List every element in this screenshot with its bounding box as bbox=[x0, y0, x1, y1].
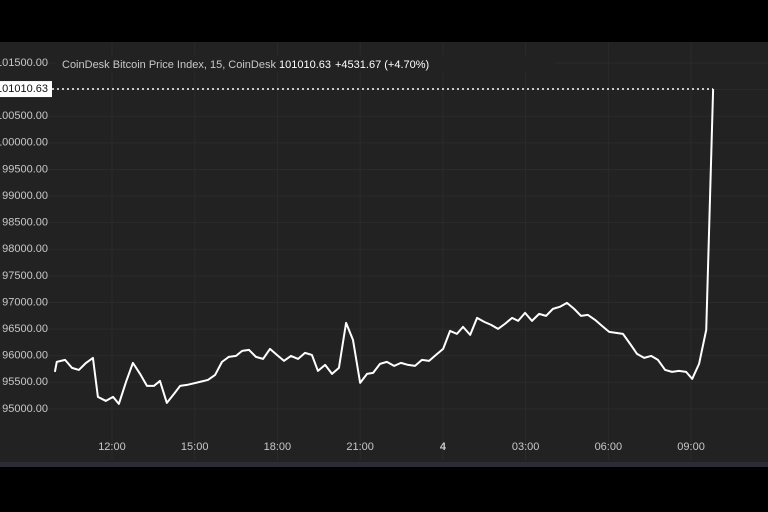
y-tick-label: 95000.00 bbox=[2, 403, 48, 415]
y-tick-label: 100000.00 bbox=[0, 137, 48, 149]
last-price-label: 101010.63 bbox=[0, 83, 48, 95]
price-line bbox=[53, 89, 715, 405]
x-tick-label: 15:00 bbox=[181, 441, 209, 453]
y-tick-label: 95500.00 bbox=[2, 376, 48, 388]
x-tick-label: 21:00 bbox=[346, 441, 374, 453]
header-background bbox=[55, 56, 555, 72]
x-tick-label: 09:00 bbox=[677, 441, 705, 453]
plot bbox=[52, 88, 715, 405]
axis-strip bbox=[0, 462, 768, 467]
y-tick-label: 96000.00 bbox=[2, 350, 48, 362]
x-tick-label: 03:00 bbox=[512, 441, 540, 453]
x-tick-label: 12:00 bbox=[98, 441, 126, 453]
header-price: 101010.63 bbox=[279, 59, 331, 71]
y-tick-label: 97000.00 bbox=[2, 296, 48, 308]
y-tick-label: 97500.00 bbox=[2, 270, 48, 282]
chart-title: CoinDesk Bitcoin Price Index, 15, CoinDe… bbox=[62, 59, 276, 71]
x-tick-label: 06:00 bbox=[595, 441, 623, 453]
y-tick-label: 98500.00 bbox=[2, 217, 48, 229]
header-change: +4531.67 (+4.70%) bbox=[335, 59, 429, 71]
x-tick-label: 4 bbox=[440, 441, 447, 453]
x-tick-label: 18:00 bbox=[264, 441, 292, 453]
y-tick-label: 101500.00 bbox=[0, 57, 48, 69]
grid bbox=[0, 42, 768, 460]
y-tick-label: 99000.00 bbox=[2, 190, 48, 202]
y-tick-label: 100500.00 bbox=[0, 110, 48, 122]
y-tick-label: 99500.00 bbox=[2, 163, 48, 175]
last-price-box bbox=[0, 81, 52, 98]
axes: 95000.00 95500.00 96000.00 96500.00 97000.00… bbox=[0, 57, 705, 453]
y-tick-label: 98000.00 bbox=[2, 243, 48, 255]
y-tick-label: 96500.00 bbox=[2, 323, 48, 335]
plot-background bbox=[0, 42, 768, 462]
